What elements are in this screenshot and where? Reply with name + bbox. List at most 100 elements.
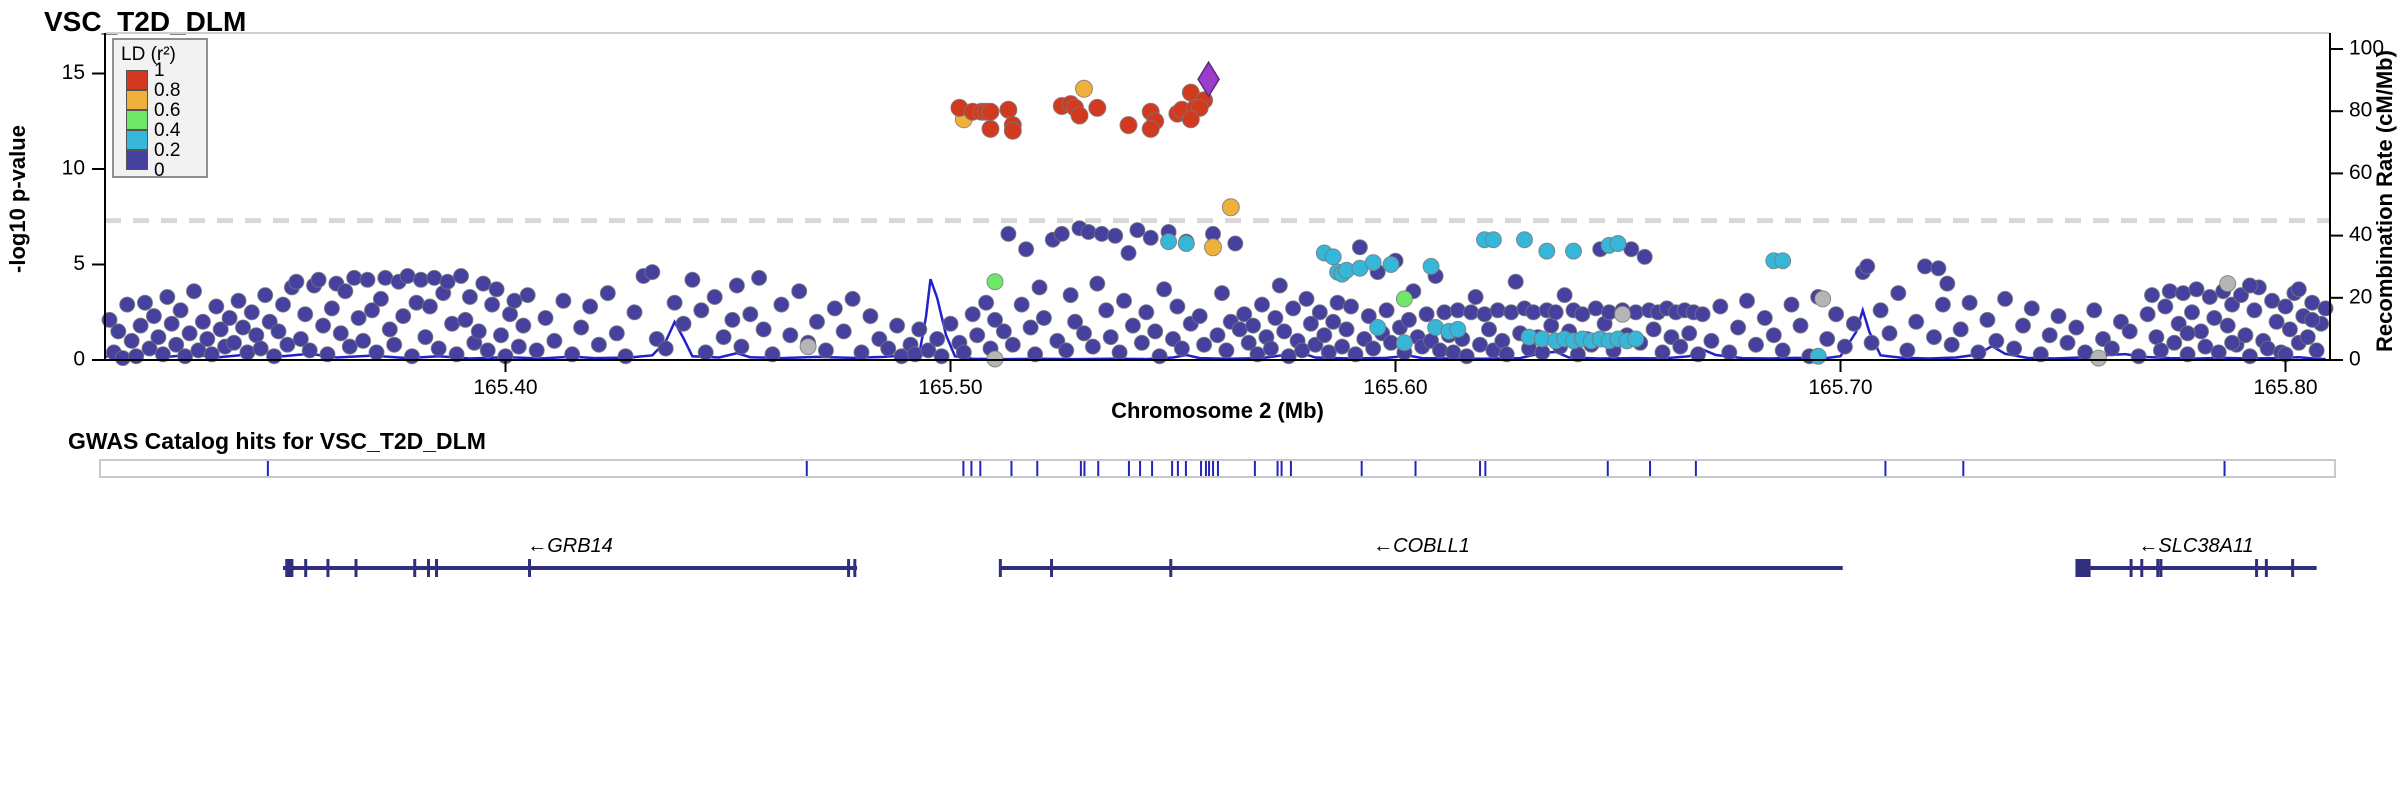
scatter-point[interactable] xyxy=(1119,116,1138,135)
scatter-point[interactable] xyxy=(1690,346,1707,363)
scatter-point[interactable] xyxy=(1952,321,1969,338)
scatter-point[interactable] xyxy=(2304,294,2321,311)
scatter-point[interactable] xyxy=(537,310,554,326)
scatter-point[interactable] xyxy=(1476,306,1493,323)
scatter-point[interactable] xyxy=(2184,304,2200,321)
scatter-point[interactable] xyxy=(1147,323,1164,340)
scatter-point[interactable] xyxy=(1142,229,1159,246)
scatter-point[interactable] xyxy=(2130,348,2147,365)
scatter-point[interactable] xyxy=(862,308,879,325)
scatter-point[interactable] xyxy=(2224,334,2241,351)
scatter-point[interactable] xyxy=(515,317,532,334)
scatter-point[interactable] xyxy=(1828,306,1845,323)
scatter-point[interactable] xyxy=(880,340,897,357)
scatter-point[interactable] xyxy=(1378,302,1395,319)
scatter-point[interactable] xyxy=(1031,279,1048,296)
scatter-point[interactable] xyxy=(239,344,256,361)
scatter-point[interactable] xyxy=(1721,344,1738,361)
scatter-point[interactable] xyxy=(150,329,167,346)
scatter-point[interactable] xyxy=(706,289,723,305)
scatter-point[interactable] xyxy=(1516,231,1533,249)
scatter-point[interactable] xyxy=(2179,325,2196,342)
scatter-point[interactable] xyxy=(310,271,327,288)
scatter-point[interactable] xyxy=(1364,254,1382,272)
scatter-point[interactable] xyxy=(528,342,545,359)
scatter-point[interactable] xyxy=(1245,317,1262,334)
scatter-point[interactable] xyxy=(1467,289,1484,305)
scatter-point[interactable] xyxy=(2166,334,2183,351)
scatter-point[interactable] xyxy=(275,296,291,313)
scatter-point[interactable] xyxy=(742,306,759,323)
scatter-point[interactable] xyxy=(248,327,265,344)
scatter-point[interactable] xyxy=(1151,348,1168,365)
scatter-point[interactable] xyxy=(1498,346,1515,363)
scatter-point[interactable] xyxy=(1627,330,1645,348)
scatter-point[interactable] xyxy=(555,292,572,309)
scatter-point[interactable] xyxy=(666,294,683,311)
scatter-point[interactable] xyxy=(1934,296,1951,313)
scatter-point[interactable] xyxy=(1881,325,1898,342)
scatter-point[interactable] xyxy=(279,336,296,353)
scatter-point[interactable] xyxy=(1000,225,1017,242)
scatter-point[interactable] xyxy=(1859,258,1876,275)
scatter-point[interactable] xyxy=(1739,292,1755,309)
scatter-point[interactable] xyxy=(978,294,995,311)
scatter-point[interactable] xyxy=(791,283,808,300)
scatter-point[interactable] xyxy=(964,306,981,323)
scatter-point[interactable] xyxy=(453,268,469,284)
scatter-point[interactable] xyxy=(1819,331,1836,347)
scatter-point[interactable] xyxy=(1218,342,1235,359)
scatter-point[interactable] xyxy=(1930,260,1947,277)
scatter-point[interactable] xyxy=(2290,281,2307,298)
scatter-point[interactable] xyxy=(799,338,817,356)
scatter-point[interactable] xyxy=(1908,313,1925,330)
scatter-point[interactable] xyxy=(724,311,741,328)
scatter-point[interactable] xyxy=(1845,315,1862,332)
scatter-point[interactable] xyxy=(1507,273,1524,290)
scatter-point[interactable] xyxy=(1324,248,1342,266)
scatter-point[interactable] xyxy=(1173,340,1190,357)
scatter-point[interactable] xyxy=(1890,285,1907,302)
scatter-point[interactable] xyxy=(684,271,701,288)
scatter-point[interactable] xyxy=(2299,329,2316,346)
scatter-point[interactable] xyxy=(448,346,465,363)
scatter-point[interactable] xyxy=(426,269,443,286)
scatter-point[interactable] xyxy=(1694,306,1711,323)
scatter-point[interactable] xyxy=(186,283,202,300)
scatter-point[interactable] xyxy=(399,268,416,284)
scatter-point[interactable] xyxy=(1249,346,1266,363)
scatter-point[interactable] xyxy=(826,300,843,317)
scatter-point[interactable] xyxy=(2139,306,2156,323)
scatter-point[interactable] xyxy=(1774,342,1791,359)
scatter-point[interactable] xyxy=(221,310,238,326)
scatter-point[interactable] xyxy=(1654,344,1671,361)
scatter-point[interactable] xyxy=(475,275,492,292)
scatter-point[interactable] xyxy=(2161,283,2178,300)
scatter-point[interactable] xyxy=(2175,285,2192,302)
scatter-point[interactable] xyxy=(2219,275,2237,293)
scatter-point[interactable] xyxy=(1098,302,1115,319)
scatter-point[interactable] xyxy=(1472,336,1488,353)
scatter-point[interactable] xyxy=(137,294,153,311)
scatter-point[interactable] xyxy=(119,296,136,313)
scatter-point[interactable] xyxy=(835,323,852,340)
scatter-point[interactable] xyxy=(1503,304,1520,321)
scatter-point[interactable] xyxy=(1436,304,1453,321)
scatter-point[interactable] xyxy=(337,283,354,300)
scatter-point[interactable] xyxy=(439,273,456,290)
scatter-point[interactable] xyxy=(421,298,438,315)
scatter-point[interactable] xyxy=(1325,313,1342,330)
scatter-point[interactable] xyxy=(332,325,349,342)
scatter-point[interactable] xyxy=(2179,346,2196,363)
scatter-point[interactable] xyxy=(911,321,928,338)
scatter-point[interactable] xyxy=(1156,281,1173,298)
scatter-point[interactable] xyxy=(488,281,505,298)
scatter-point[interactable] xyxy=(2219,317,2236,334)
scatter-point[interactable] xyxy=(599,285,616,302)
scatter-point[interactable] xyxy=(2041,327,2058,344)
scatter-point[interactable] xyxy=(1672,338,1689,355)
scatter-point[interactable] xyxy=(457,311,474,328)
scatter-point[interactable] xyxy=(751,269,768,286)
scatter-point[interactable] xyxy=(252,340,269,357)
